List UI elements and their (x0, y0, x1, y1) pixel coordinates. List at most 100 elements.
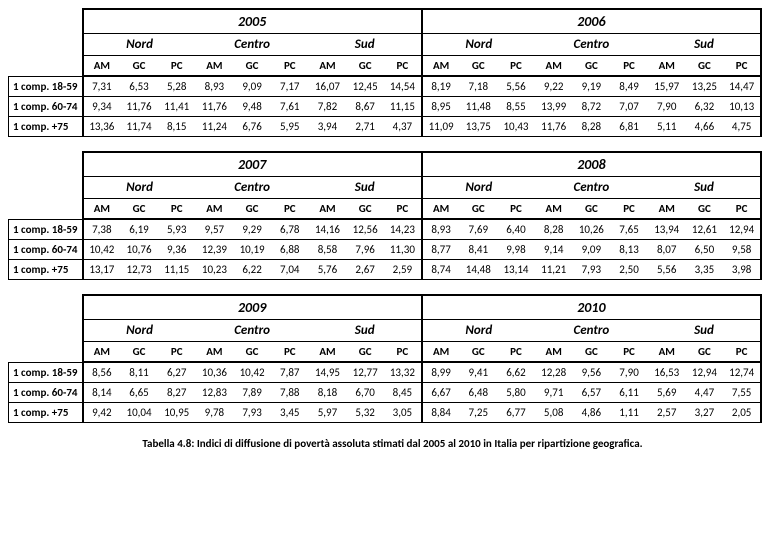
value-cell: 4,75 (723, 117, 761, 137)
value-cell: 9,19 (573, 76, 611, 97)
metric-header: GC (120, 342, 158, 363)
metric-header: AM (648, 199, 686, 220)
value-cell: 14,16 (309, 219, 347, 240)
value-cell: 13,94 (648, 219, 686, 240)
table-block: 20092010NordCentroSudNordCentroSudAMGCPC… (8, 294, 769, 423)
row-label: 1 comp. 60-74 (9, 383, 83, 403)
value-cell: 6,57 (573, 383, 611, 403)
value-cell: 6,70 (346, 383, 384, 403)
value-cell: 14,54 (384, 76, 422, 97)
value-cell: 7,87 (271, 362, 309, 383)
metric-header: AM (83, 199, 121, 220)
region-header: Centro (196, 320, 309, 342)
value-cell: 3,45 (271, 403, 309, 423)
value-cell: 9,34 (83, 97, 121, 117)
metric-header: AM (422, 56, 460, 77)
metric-header: GC (686, 56, 724, 77)
value-cell: 3,94 (309, 117, 347, 137)
value-cell: 11,76 (196, 97, 234, 117)
region-header: Nord (83, 34, 196, 56)
metric-header: PC (271, 342, 309, 363)
value-cell: 3,35 (686, 260, 724, 280)
value-cell: 9,56 (573, 362, 611, 383)
region-header: Nord (422, 320, 535, 342)
value-cell: 2,05 (723, 403, 761, 423)
metric-header: PC (610, 56, 648, 77)
value-cell: 7,18 (459, 76, 497, 97)
value-cell: 8,13 (610, 240, 648, 260)
value-cell: 10,42 (83, 240, 121, 260)
value-cell: 8,93 (422, 219, 460, 240)
metric-header: GC (120, 199, 158, 220)
value-cell: 9,41 (459, 362, 497, 383)
value-cell: 2,50 (610, 260, 648, 280)
value-cell: 8,27 (158, 383, 196, 403)
value-cell: 11,21 (535, 260, 573, 280)
region-header: Sud (309, 34, 422, 56)
value-cell: 2,57 (648, 403, 686, 423)
value-cell: 7,04 (271, 260, 309, 280)
value-cell: 12,77 (346, 362, 384, 383)
value-cell: 6,40 (497, 219, 535, 240)
value-cell: 8,07 (648, 240, 686, 260)
value-cell: 13,36 (83, 117, 121, 137)
metric-header: AM (648, 342, 686, 363)
value-cell: 6,22 (233, 260, 271, 280)
metric-header: GC (346, 342, 384, 363)
value-cell: 6,78 (271, 219, 309, 240)
value-cell: 9,48 (233, 97, 271, 117)
value-cell: 9,58 (723, 240, 761, 260)
value-cell: 3,05 (384, 403, 422, 423)
value-cell: 9,42 (83, 403, 121, 423)
value-cell: 7,90 (648, 97, 686, 117)
value-cell: 6,81 (610, 117, 648, 137)
metric-header: PC (384, 199, 422, 220)
value-cell: 8,74 (422, 260, 460, 280)
value-cell: 7,25 (459, 403, 497, 423)
value-cell: 8,58 (309, 240, 347, 260)
value-cell: 6,65 (120, 383, 158, 403)
value-cell: 8,72 (573, 97, 611, 117)
metric-header: AM (196, 342, 234, 363)
value-cell: 13,14 (497, 260, 535, 280)
poverty-table: 20072008NordCentroSudNordCentroSudAMGCPC… (8, 151, 762, 280)
metric-header: PC (723, 56, 761, 77)
value-cell: 7,82 (309, 97, 347, 117)
value-cell: 6,53 (120, 76, 158, 97)
value-cell: 8,18 (309, 383, 347, 403)
value-cell: 8,28 (535, 219, 573, 240)
value-cell: 6,48 (459, 383, 497, 403)
metric-header: PC (497, 342, 535, 363)
value-cell: 10,19 (233, 240, 271, 260)
value-cell: 5,69 (648, 383, 686, 403)
value-cell: 10,13 (723, 97, 761, 117)
value-cell: 6,32 (686, 97, 724, 117)
value-cell: 1,11 (610, 403, 648, 423)
year-header: 2009 (83, 295, 422, 320)
poverty-table: 20052006NordCentroSudNordCentroSudAMGCPC… (8, 8, 762, 137)
value-cell: 11,74 (120, 117, 158, 137)
metric-header: GC (573, 342, 611, 363)
region-header: Nord (83, 177, 196, 199)
value-cell: 5,56 (648, 260, 686, 280)
metric-header: AM (535, 342, 573, 363)
value-cell: 10,43 (497, 117, 535, 137)
metric-header: GC (233, 342, 271, 363)
region-header: Centro (196, 34, 309, 56)
row-label: 1 comp. 18-59 (9, 76, 83, 97)
value-cell: 8,49 (610, 76, 648, 97)
value-cell: 14,23 (384, 219, 422, 240)
value-cell: 6,27 (158, 362, 196, 383)
metric-header: PC (610, 199, 648, 220)
value-cell: 9,09 (233, 76, 271, 97)
value-cell: 7,65 (610, 219, 648, 240)
value-cell: 10,36 (196, 362, 234, 383)
table-block: 20072008NordCentroSudNordCentroSudAMGCPC… (8, 151, 769, 280)
value-cell: 7,89 (233, 383, 271, 403)
region-header: Nord (422, 34, 535, 56)
value-cell: 9,14 (535, 240, 573, 260)
value-cell: 5,93 (158, 219, 196, 240)
region-header: Nord (422, 177, 535, 199)
metric-header: PC (158, 56, 196, 77)
value-cell: 11,76 (120, 97, 158, 117)
